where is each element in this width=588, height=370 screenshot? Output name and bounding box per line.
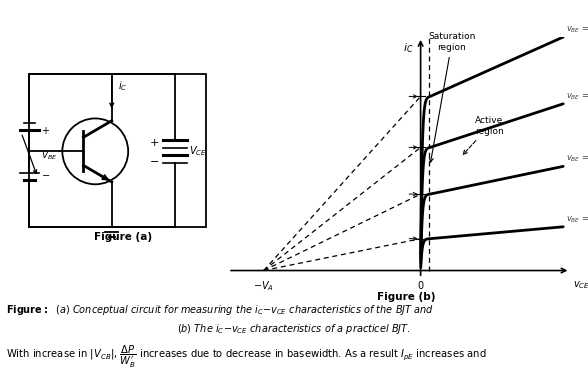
Text: $v_{BE}$ = ...: $v_{BE}$ = ...	[566, 91, 588, 102]
Text: $-V_A$: $-V_A$	[253, 279, 274, 293]
Text: $V_{CE}$: $V_{CE}$	[189, 144, 207, 158]
Text: $v_{CE}$: $v_{CE}$	[573, 279, 588, 291]
Text: Active
region: Active region	[463, 117, 503, 154]
Text: $\bf{Figure:}$$\it{\ \ (a)\ Conceptual\ circuit\ for\ measuring\ the\ }$$i_C$$\i: $\bf{Figure:}$$\it{\ \ (a)\ Conceptual\ …	[6, 303, 434, 317]
Text: $V_{BE}$: $V_{BE}$	[41, 150, 58, 162]
Text: $0$: $0$	[417, 279, 425, 291]
Text: Figure (b): Figure (b)	[377, 292, 436, 302]
Text: +: +	[41, 127, 49, 137]
Text: Figure (a): Figure (a)	[95, 232, 152, 242]
Text: $i_C$: $i_C$	[403, 42, 413, 56]
Text: $\it{(b)\ The\ }$$i_C$$\it{-}$$v_{CE}$$\it{\ characteristics\ of\ a\ practicel\ : $\it{(b)\ The\ }$$i_C$$\it{-}$$v_{CE}$$\…	[177, 322, 411, 336]
Bar	[29, 74, 206, 226]
Text: +: +	[149, 138, 159, 148]
Text: $i_C$: $i_C$	[118, 80, 127, 93]
Text: Saturation
region: Saturation region	[428, 33, 476, 162]
Text: $v_{BE}$ = ...: $v_{BE}$ = ...	[566, 24, 588, 35]
Text: With increase in $|V_{CB}|$, $\dfrac{\Delta P}{W_B^{\prime}}$ increases due to d: With increase in $|V_{CB}|$, $\dfrac{\De…	[6, 344, 486, 370]
Text: $-$: $-$	[41, 169, 51, 179]
Text: $v_{BE}$ = ...: $v_{BE}$ = ...	[566, 214, 588, 225]
Text: $v_{BE}$ = ...: $v_{BE}$ = ...	[566, 154, 588, 164]
Text: $-$: $-$	[149, 155, 159, 165]
